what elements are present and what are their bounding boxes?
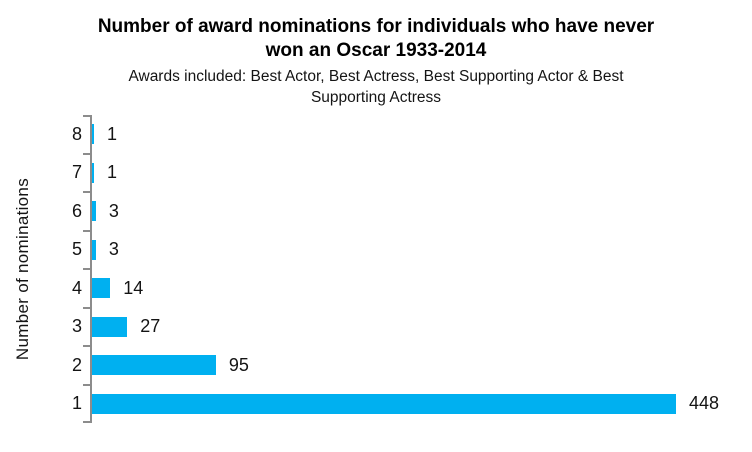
bar xyxy=(92,124,94,145)
y-axis-title-box: Number of nominations xyxy=(0,115,46,423)
value-label: 1 xyxy=(107,123,118,144)
category-label: 4 xyxy=(71,277,82,298)
category-label: 7 xyxy=(71,162,82,183)
chart-title: Number of award nominations for individu… xyxy=(0,15,752,63)
bar-rows: 8 1 7 1 6 3 5 3 4 14 3 27 2 95 1 448 xyxy=(46,115,752,423)
chart-header: Number of award nominations for individu… xyxy=(0,0,752,108)
category-label: 3 xyxy=(71,316,82,337)
bar-zone: 3 xyxy=(90,192,752,231)
axis-tick xyxy=(83,191,91,193)
chart-title-line-2: won an Oscar 1933-2014 xyxy=(265,40,487,61)
bar xyxy=(92,355,216,376)
axis-tick xyxy=(83,421,91,423)
bar-row: 3 27 xyxy=(46,308,752,347)
axis-tick xyxy=(83,384,91,386)
bar-zone: 448 xyxy=(90,385,752,424)
bar-zone: 27 xyxy=(90,308,752,347)
bar xyxy=(92,162,94,183)
value-label: 3 xyxy=(108,239,119,260)
axis-tick xyxy=(83,230,91,232)
category-label: 2 xyxy=(71,354,82,375)
category-label: 6 xyxy=(71,200,82,221)
bar xyxy=(92,239,96,260)
axis-tick xyxy=(83,268,91,270)
bar-zone: 14 xyxy=(90,269,752,308)
value-label: 27 xyxy=(140,316,161,337)
chart-subtitle-line-1: Awards included: Best Actor, Best Actres… xyxy=(128,68,624,85)
bar xyxy=(92,316,128,337)
value-label: 14 xyxy=(123,277,144,298)
axis-tick xyxy=(83,307,91,309)
bar-row: 2 95 xyxy=(46,346,752,385)
category-label: 1 xyxy=(71,393,82,414)
oscar-nominations-chart: Number of award nominations for individu… xyxy=(0,0,752,423)
y-axis-label: Number of nominations xyxy=(13,177,32,361)
chart-area: Number of nominations 8 1 7 1 6 3 5 3 4 14 3 27 2 95 1… xyxy=(0,115,752,423)
bar-zone: 95 xyxy=(90,346,752,385)
value-label: 1 xyxy=(107,162,118,183)
chart-subtitle: Awards included: Best Actor, Best Actres… xyxy=(0,66,752,108)
category-label: 8 xyxy=(71,123,82,144)
bar xyxy=(92,393,676,414)
value-label: 3 xyxy=(108,200,119,221)
bar-zone: 3 xyxy=(90,231,752,270)
y-axis-line xyxy=(90,115,92,423)
value-label: 95 xyxy=(228,354,249,375)
plot-area: 8 1 7 1 6 3 5 3 4 14 3 27 2 95 1 448 xyxy=(46,115,752,423)
value-label: 448 xyxy=(689,393,720,414)
bar-row: 4 14 xyxy=(46,269,752,308)
bar-zone: 1 xyxy=(90,154,752,193)
axis-tick xyxy=(83,115,91,117)
bar xyxy=(92,201,96,222)
bar xyxy=(92,278,111,299)
axis-tick xyxy=(83,153,91,155)
category-label: 5 xyxy=(71,239,82,260)
bar-zone: 1 xyxy=(90,115,752,154)
bar-row: 1 448 xyxy=(46,385,752,424)
axis-tick xyxy=(83,345,91,347)
chart-title-line-1: Number of award nominations for individu… xyxy=(97,16,655,37)
chart-subtitle-line-2: Supporting Actress xyxy=(310,89,442,106)
